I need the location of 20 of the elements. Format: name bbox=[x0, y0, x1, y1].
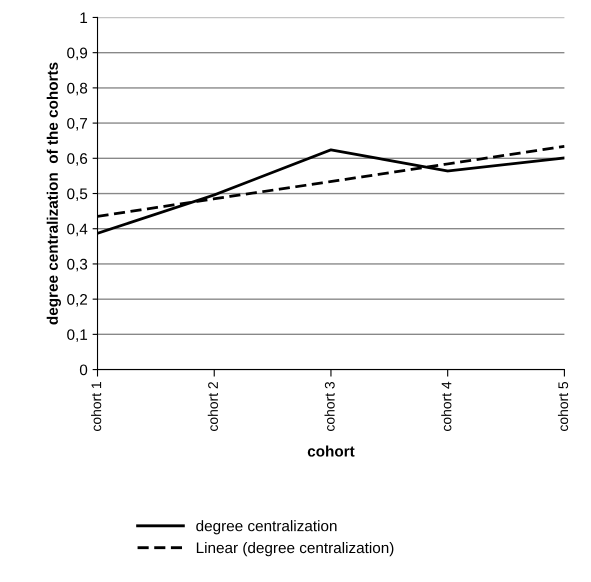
y-tick-label: 0 bbox=[80, 364, 88, 376]
x-tick-label: cohort 2 bbox=[208, 382, 218, 431]
x-tick-label: cohort 1 bbox=[91, 382, 102, 431]
x-tick-label: cohort 3 bbox=[324, 382, 335, 431]
y-tick-label: 0,6 bbox=[67, 153, 88, 166]
y-axis-title: degree centralization of the cohorts bbox=[46, 62, 61, 324]
y-tick-label: 0,2 bbox=[67, 294, 88, 307]
y-tick-label: 1 bbox=[80, 12, 88, 23]
y-tick-label: 0,1 bbox=[67, 329, 88, 342]
legend-label: degree centralization bbox=[196, 520, 336, 534]
x-axis-title: cohort bbox=[308, 445, 355, 457]
legend-label: Linear (degree centralization) bbox=[196, 542, 394, 556]
y-tick-label: 0,8 bbox=[67, 82, 88, 96]
y-tick-label: 0,5 bbox=[67, 188, 88, 202]
y-tick-label: 0,4 bbox=[67, 224, 88, 236]
x-tick-label: cohort 4 bbox=[441, 382, 452, 431]
x-tick-label: cohort 5 bbox=[558, 382, 568, 431]
y-tick-label: 0,9 bbox=[67, 48, 88, 60]
y-tick-label: 0,7 bbox=[67, 118, 88, 131]
y-tick-label: 0,3 bbox=[67, 258, 88, 272]
